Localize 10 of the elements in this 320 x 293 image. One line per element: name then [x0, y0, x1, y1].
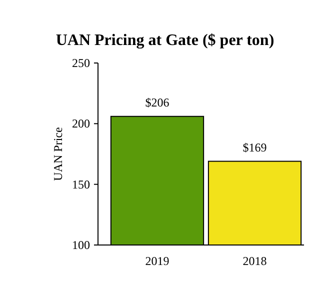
y-tick-label: 100 [72, 238, 90, 252]
y-axis-title: UAN Price [51, 127, 65, 181]
x-tick-label: 2019 [145, 254, 170, 268]
data-label: $206 [145, 95, 170, 110]
y-tick-label: 150 [72, 177, 90, 192]
chart-title: UAN Pricing at Gate ($ per ton) [56, 32, 274, 49]
y-tick-label: 250 [72, 56, 90, 70]
data-label: $169 [242, 140, 267, 154]
y-tick-label: 200 [72, 116, 90, 131]
x-tick-label: 2018 [242, 254, 267, 268]
